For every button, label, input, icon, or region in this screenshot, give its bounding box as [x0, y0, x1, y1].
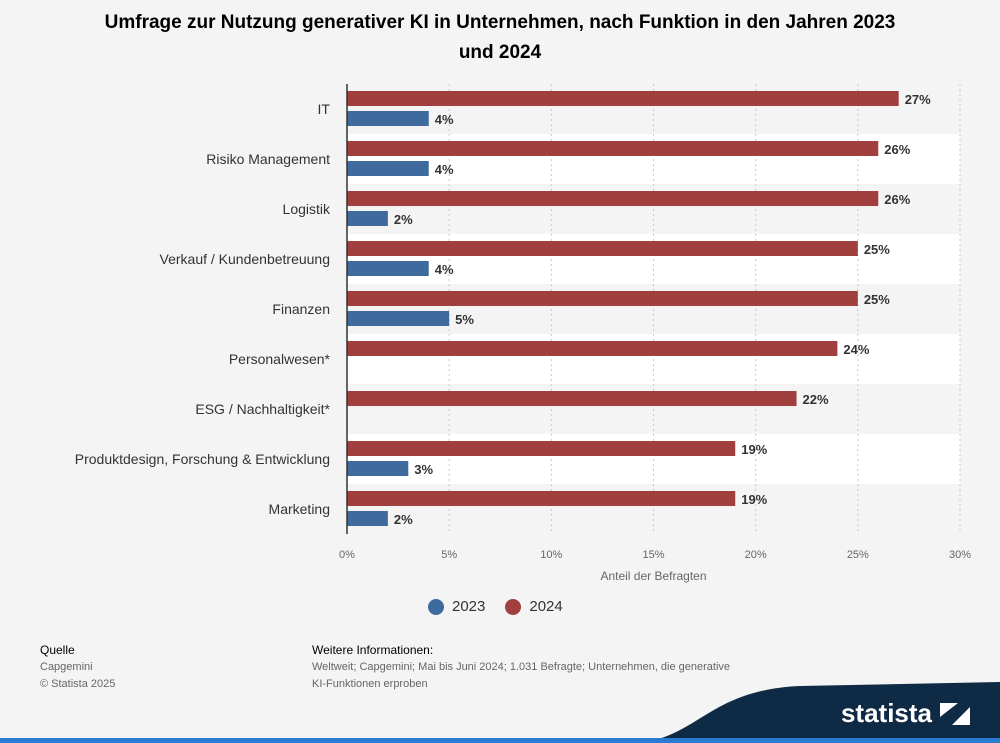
data-label-2024: 25%	[864, 242, 890, 257]
bar-chart: IT 27% 4% Risiko Management 26% 4% Logistik 26%…	[75, 84, 971, 583]
data-label-2024: 26%	[884, 192, 910, 207]
chart-title: Umfrage zur Nutzung generativer KI in Un…	[104, 12, 896, 63]
category-label: Logistik	[283, 201, 331, 217]
x-tick-label: 20%	[745, 549, 767, 561]
bar-2024[interactable]	[347, 441, 736, 456]
bar-2023[interactable]	[347, 311, 450, 326]
source-block: Quelle Capgemini © Statista 2025	[40, 642, 115, 693]
bar-2024[interactable]	[347, 91, 899, 106]
category-label: Verkauf / Kundenbetreuung	[160, 251, 330, 267]
category-label: Marketing	[269, 501, 330, 517]
data-label-2024: 22%	[803, 392, 829, 407]
bar-2024[interactable]	[347, 141, 879, 156]
data-label-2023: 4%	[435, 262, 454, 277]
x-tick-label: 0%	[339, 549, 355, 561]
x-tick-label: 30%	[949, 549, 971, 561]
legend-dot-2023	[428, 598, 444, 615]
bar-2024[interactable]	[347, 341, 838, 356]
data-label-2024: 19%	[741, 442, 767, 457]
legend-dot-2024	[505, 598, 522, 615]
bar-2024[interactable]	[347, 391, 797, 406]
info-title: Weitere Informationen:	[312, 643, 434, 657]
bar-2023[interactable]	[347, 111, 429, 126]
x-tick-label: 10%	[540, 549, 562, 561]
source-title: Quelle	[40, 643, 75, 657]
category-label: IT	[318, 101, 331, 117]
info-block: Weitere Informationen: Weltweit; Capgemi…	[312, 642, 742, 693]
legend-item-2024[interactable]: 2024	[505, 598, 563, 615]
data-label-2024: 24%	[843, 342, 869, 357]
category-label: Risiko Management	[206, 151, 330, 167]
legend-item-2023[interactable]: 2023	[428, 598, 485, 615]
category-label: Personalwesen*	[229, 351, 331, 367]
bar-2024[interactable]	[347, 491, 736, 506]
x-tick-label: 25%	[847, 549, 869, 561]
bar-2023[interactable]	[347, 511, 388, 526]
x-axis-label: Anteil der Befragten	[600, 569, 706, 583]
statista-logo-icon	[940, 702, 970, 725]
data-label-2023: 5%	[455, 312, 474, 327]
data-label-2023: 4%	[435, 112, 454, 127]
brand-logo[interactable]: statista	[841, 698, 970, 729]
data-label-2024: 27%	[905, 92, 931, 107]
source-line-2: © Statista 2025	[40, 678, 116, 690]
data-label-2024: 26%	[884, 142, 910, 157]
bar-2023[interactable]	[347, 211, 388, 226]
data-label-2023: 2%	[394, 212, 413, 227]
bar-2023[interactable]	[347, 461, 409, 476]
category-label: Produktdesign, Forschung & Entwicklung	[75, 451, 330, 467]
legend-label-2024: 2024	[529, 598, 563, 615]
data-label-2023: 2%	[394, 512, 413, 527]
bar-2024[interactable]	[347, 291, 858, 306]
source-line-1: Capgemini	[40, 661, 93, 673]
data-label-2023: 4%	[435, 162, 454, 177]
category-label: ESG / Nachhaltigkeit*	[195, 401, 330, 417]
legend-label-2023: 2023	[452, 598, 486, 615]
x-tick-label: 5%	[441, 549, 457, 561]
info-text: Weltweit; Capgemini; Mai bis Juni 2024; …	[312, 661, 731, 690]
data-label-2024: 19%	[741, 492, 767, 507]
bar-2024[interactable]	[347, 241, 858, 256]
category-label: Finanzen	[272, 301, 330, 317]
data-label-2024: 25%	[864, 292, 890, 307]
bar-2023[interactable]	[347, 261, 429, 276]
legend: 2023 2024	[428, 598, 583, 615]
bar-2023[interactable]	[347, 161, 429, 176]
data-label-2023: 3%	[414, 462, 433, 477]
x-tick-label: 15%	[642, 549, 664, 561]
brand-name: statista	[840, 698, 932, 728]
bar-2024[interactable]	[347, 191, 879, 206]
